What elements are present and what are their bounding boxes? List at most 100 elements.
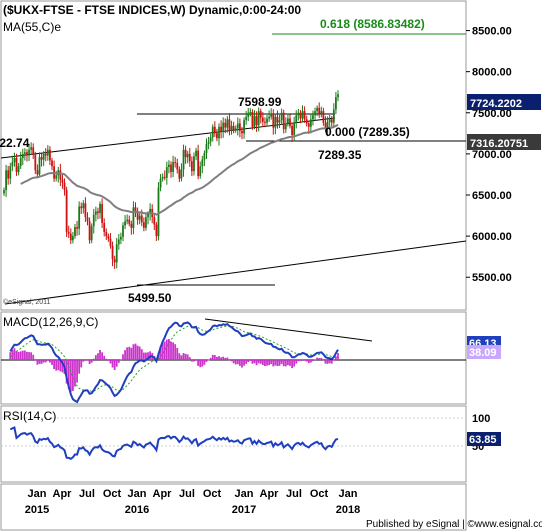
macd-hist-bar [138, 346, 141, 360]
candle [130, 220, 133, 235]
candle-body [134, 207, 137, 212]
candle-body [76, 227, 78, 229]
ma-value: 7316.20751 [470, 138, 528, 150]
time-tick-label: Jul [179, 488, 195, 500]
macd-series [1, 318, 466, 404]
candle-body [180, 169, 183, 179]
candle [280, 108, 283, 126]
candle [255, 111, 258, 132]
candle-body [199, 166, 202, 177]
candle [149, 203, 152, 221]
macd-hist-bar [69, 360, 72, 392]
candle [299, 109, 302, 124]
price-tick-label: 6000.00 [472, 231, 512, 243]
candle [245, 110, 248, 125]
macd-hist-bar [278, 360, 281, 366]
signal-value: 38.09 [469, 347, 497, 359]
candle [287, 113, 289, 127]
candle-body [293, 122, 296, 135]
candle [186, 150, 189, 164]
candle-body [297, 112, 300, 116]
candle-body [71, 236, 74, 241]
macd-hist-bar [330, 360, 333, 364]
candle-body [28, 149, 30, 156]
candle-body [153, 217, 156, 225]
macd-hist-bar [197, 360, 200, 366]
candle-body [232, 125, 235, 131]
macd-hist-bar [161, 342, 164, 360]
macd-hist-bar [15, 350, 18, 360]
macd-hist-bar [335, 356, 337, 360]
candle-body [216, 133, 218, 139]
candle [101, 198, 104, 228]
candle-body [241, 130, 243, 134]
time-tick-label: Jan [235, 488, 254, 500]
candle [157, 182, 160, 241]
macd-hist-bar [178, 353, 181, 360]
candle-body [30, 147, 33, 150]
candle-body [124, 221, 126, 226]
macd-hist-bar [234, 360, 237, 365]
candle-body [120, 236, 122, 240]
candle-body [172, 162, 174, 172]
candle-body [209, 137, 212, 142]
candle-body [243, 120, 245, 134]
macd-hist-bar [142, 352, 145, 360]
candle-body [268, 116, 271, 119]
candle-body [251, 111, 254, 127]
macd-hist-bar [174, 344, 177, 360]
candle-body [21, 153, 24, 158]
macd-hist-bar [297, 360, 300, 362]
macd-hist-bar [38, 360, 41, 364]
candle-body [38, 157, 41, 175]
macd-hist-bar [180, 355, 183, 360]
candle-body [207, 141, 210, 145]
candle-body [226, 119, 229, 128]
candle-body [69, 233, 72, 241]
candle-body [159, 178, 162, 188]
candle-body [80, 206, 83, 209]
candle-body [142, 222, 145, 228]
candle-body [270, 113, 273, 117]
macd-hist-bar [184, 353, 187, 360]
candle [9, 162, 12, 185]
candle-body [303, 111, 306, 120]
macd-hist-bar [76, 360, 78, 383]
macd-hist-bar [97, 353, 99, 360]
candle [337, 90, 339, 102]
macd-hist-bar [42, 360, 45, 363]
candle-body [136, 211, 139, 220]
candle [320, 106, 323, 118]
macd-hist-bar [332, 360, 335, 361]
macd-hist-bar [216, 356, 218, 360]
macd-label: MACD(12,26,9,C) [3, 315, 98, 329]
candle [128, 215, 131, 227]
candle [305, 115, 308, 127]
candle [303, 106, 306, 123]
candle [134, 202, 137, 218]
macd-hist-bar [322, 360, 325, 361]
candle [301, 105, 304, 123]
candle [236, 117, 239, 136]
candle-body [312, 115, 314, 120]
candle-body [307, 123, 310, 127]
candle-body [222, 122, 225, 132]
macd-hist-bar [165, 339, 168, 360]
candle [197, 144, 200, 180]
macd-hist-bar [251, 360, 254, 364]
candle [297, 108, 300, 121]
candle-body [165, 167, 168, 178]
macd-signal-line [9, 325, 339, 392]
candle [207, 136, 210, 150]
rsi-line [9, 426, 339, 460]
candle [328, 115, 331, 129]
macd-hist-bar [94, 355, 97, 360]
footer-text: Published by eSignal | ©www.esignal.com [366, 519, 542, 530]
candle [63, 178, 66, 196]
macd-hist-bar [193, 360, 195, 362]
macd-hist-bar [295, 360, 298, 364]
candle [23, 148, 26, 161]
macd-hist-bar [90, 360, 93, 363]
last-price-value: 7724.2202 [470, 98, 522, 110]
macd-hist-bar [172, 342, 174, 360]
